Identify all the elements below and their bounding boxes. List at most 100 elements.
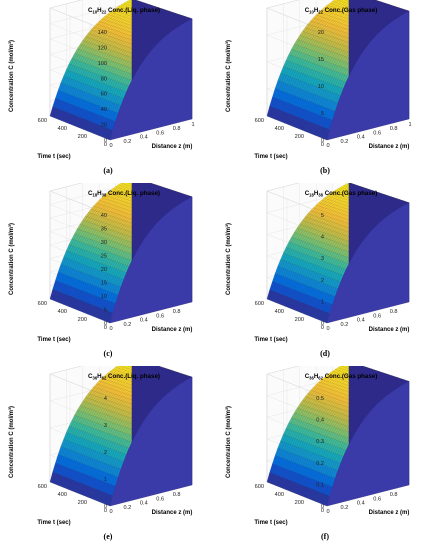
title-suffix: Conc.(Gas phase) [323,7,377,14]
x-tick-label: 0.6 [373,130,381,136]
z-tick-label: 15 [318,57,324,63]
title-suffix: Conc.(Gas phase) [323,190,377,197]
z-tick-label: 120 [98,45,107,51]
z-tick-label: 0.3 [316,439,324,445]
x-tick-label: 0.6 [156,496,164,502]
z-tick-label: 25 [101,254,107,260]
z-tick-label: 0 [104,321,107,327]
x-tick-label: 0.4 [140,501,148,507]
chart-panel: 0 5 10 15 20 25 30 35 40 0 0.2 0.4 0.6 0.8 0 200 400 600 D… [0,183,216,366]
z-tick-label: 0.4 [316,418,324,424]
panel-caption: (f) [321,532,329,541]
title-element: C [88,7,93,14]
y-tick-label: 0 [321,325,324,331]
title-suffix: Conc.(Liq. phase) [106,373,160,380]
title-subscript: 38 [102,193,107,198]
z-axis-label: Concentration C (mol/m³) [8,40,15,112]
y-tick-label: 200 [78,500,87,506]
x-tick-label: 0.8 [390,126,398,132]
z-tick-label: 5 [321,111,324,117]
z-tick-label: 5 [104,308,107,314]
x-axis-label: Distance z (m) [369,510,410,516]
surface-mesh [49,0,193,141]
z-tick-label: 20 [101,123,107,129]
x-tick-label: 0.8 [390,309,398,315]
z-tick-label: 100 [98,61,107,67]
z-tick-label: 20 [318,30,324,36]
title-subscript: 22 [102,10,107,15]
z-tick-label: 1 [321,299,324,305]
panel-caption: (c) [103,349,113,358]
x-tick-label: 0 [109,143,112,149]
z-tick-label: 0.5 [316,396,324,402]
title-subscript: 10 [93,10,98,15]
z-tick-label: 3 [104,423,107,429]
y-axis-label: Time t (sec) [254,520,287,526]
surface-plot: 02040608010012014000.20.40.60.8102004006… [8,0,195,160]
z-tick-label: 0.1 [316,482,324,488]
title-subscript: 10 [309,10,314,15]
y-tick-label: 600 [255,484,264,490]
z-tick-label: 1 [104,477,107,483]
chart-panel: 0 1 2 3 4 0 0.2 0.4 0.6 0.8 0 200 400 600 Distance z (… [0,366,216,549]
title-suffix: Conc.(Gas phase) [323,373,377,380]
y-axis-label: Time t (sec) [37,154,70,160]
z-tick-label: 60 [101,92,107,98]
z-tick-label: 140 [98,30,107,36]
x-tick-label: 0 [109,509,112,515]
surface-plot: 0 1 2 3 4 0 0.2 0.4 0.6 0.8 0 200 400 600 Distance z (… [8,366,193,526]
title-element: C [305,373,310,380]
panel-caption: (e) [103,532,113,541]
title-subscript: 22 [318,10,323,15]
x-tick-label: 0.2 [124,322,132,328]
z-axis-label: Concentration C (mol/m³) [8,406,15,478]
y-tick-label: 0 [321,142,324,148]
surface-mesh [49,366,193,507]
y-axis-label: Time t (sec) [37,520,70,526]
y-tick-label: 400 [275,492,284,498]
title-element: H [314,190,319,197]
title-subscript: 36 [93,376,98,381]
y-tick-label: 0 [104,325,107,331]
x-tick-label: 1 [408,122,411,128]
title-element: C [88,373,93,380]
chart-title: C36H62 Conc.(Liq. phase) [88,373,160,381]
z-tick-label: 0 [104,504,107,510]
y-tick-label: 400 [275,126,284,132]
z-tick-label: 3 [321,256,324,262]
x-tick-label: 0.4 [357,135,365,141]
chart-panel: 0 1 2 3 4 5 0 0.2 0.4 0.6 0.8 0 200 400 600 Distance z … [217,183,433,366]
panel-caption: (b) [320,166,330,175]
z-tick-label: 0 [321,138,324,144]
y-axis-label: Time t (sec) [254,337,287,343]
y-axis-label: Time t (sec) [254,154,287,160]
surface-mesh [266,0,410,141]
x-tick-label: 0.4 [357,318,365,324]
title-subscript: 38 [318,193,323,198]
y-tick-label: 600 [255,118,264,124]
z-tick-label: 2 [104,450,107,456]
title-element: C [305,7,310,14]
title-element: H [97,373,102,380]
y-tick-label: 200 [78,317,87,323]
y-tick-label: 0 [321,508,324,514]
y-tick-label: 400 [275,309,284,315]
panel-caption: (d) [320,349,330,358]
z-axis-label: Concentration C (mol/m³) [225,223,232,295]
z-tick-label: 4 [104,396,107,402]
title-subscript: 62 [318,376,323,381]
title-subscript: 18 [93,193,98,198]
x-tick-label: 0.8 [173,309,181,315]
x-tick-label: 0.4 [140,135,148,141]
x-tick-label: 0.4 [140,318,148,324]
z-tick-label: 40 [101,213,107,219]
title-suffix: Conc.(Liq. phase) [106,190,160,197]
y-tick-label: 600 [38,301,47,307]
title-element: H [97,7,102,14]
x-tick-label: 0.2 [124,139,132,145]
z-tick-label: 10 [101,294,107,300]
chart-panel: 0 20 40 60 80 100 120 140 0 0.2 0.4 0.6 0.8 1 0 200 400 6… [0,0,216,183]
y-tick-label: 600 [38,118,47,124]
z-tick-label: 0 [321,504,324,510]
